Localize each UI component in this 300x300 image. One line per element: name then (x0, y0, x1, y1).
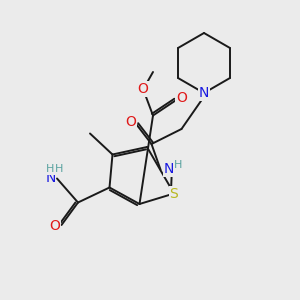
Text: N: N (45, 171, 56, 185)
Text: N: N (199, 86, 209, 100)
Text: O: O (176, 91, 187, 105)
Text: N: N (164, 162, 174, 176)
Text: O: O (137, 82, 148, 96)
Text: O: O (126, 115, 136, 129)
Text: H: H (46, 164, 55, 175)
Text: S: S (169, 187, 178, 200)
Text: O: O (50, 220, 60, 233)
Text: H: H (55, 164, 64, 175)
Text: H: H (174, 160, 183, 170)
